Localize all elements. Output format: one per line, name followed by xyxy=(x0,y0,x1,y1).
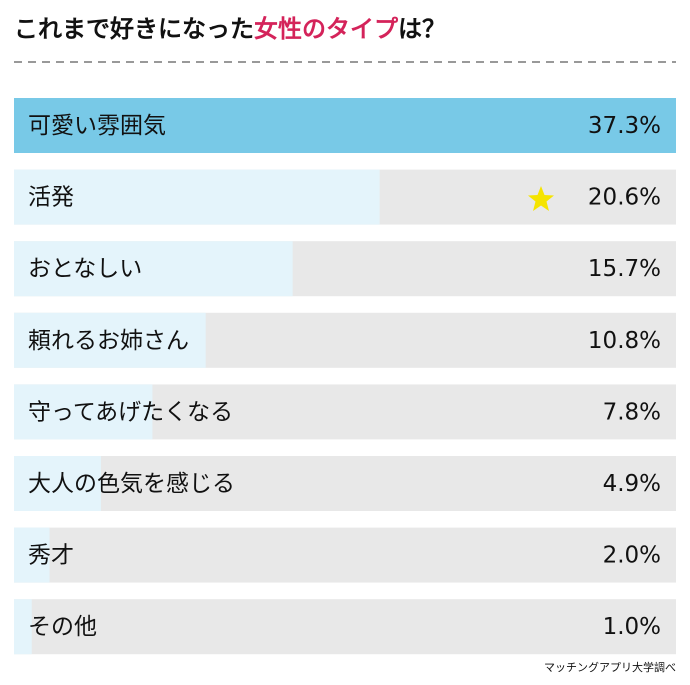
value-label: 4.9% xyxy=(603,471,661,497)
category-label: 可愛い雰囲気 xyxy=(28,113,166,139)
category-label: 大人の色気を感じる xyxy=(28,471,235,497)
value-label: 7.8% xyxy=(603,399,661,425)
value-label: 20.6% xyxy=(588,185,661,211)
category-label: 頼れるお姉さん xyxy=(28,328,189,354)
title-text: は？ xyxy=(398,15,446,43)
category-label: 秀才 xyxy=(28,543,74,569)
bar-track xyxy=(14,599,676,655)
bar xyxy=(14,599,32,655)
value-label: 37.3% xyxy=(588,113,661,139)
star-icon xyxy=(528,186,554,211)
bar xyxy=(14,312,206,368)
bar xyxy=(14,98,676,153)
category-label: 守ってあげたくなる xyxy=(28,399,233,425)
chart-title: これまで好きになった女性のタイプは？ xyxy=(14,15,446,43)
bar xyxy=(14,384,153,440)
source-note: マッチングアプリ大学調べ xyxy=(544,660,676,674)
bars: 可愛い雰囲気 37.3% 活発 20.6% おとなしい 15.7% 頼れるお姉さん 10.8%… xyxy=(14,98,676,655)
value-label: 15.7% xyxy=(588,256,661,282)
bar xyxy=(14,169,380,225)
title-text: これまで好きになった xyxy=(14,15,254,43)
category-label: 活発 xyxy=(28,185,74,211)
bar xyxy=(14,241,293,297)
bar-track xyxy=(14,527,676,583)
bar xyxy=(14,527,50,583)
title-highlight: 女性のタイプ xyxy=(254,15,399,43)
value-label: 1.0% xyxy=(603,614,661,640)
bar xyxy=(14,456,101,511)
category-label: その他 xyxy=(28,614,97,640)
value-label: 10.8% xyxy=(588,328,661,354)
value-label: 2.0% xyxy=(603,543,661,569)
category-label: おとなしい xyxy=(28,256,142,282)
bar-track xyxy=(14,456,676,511)
